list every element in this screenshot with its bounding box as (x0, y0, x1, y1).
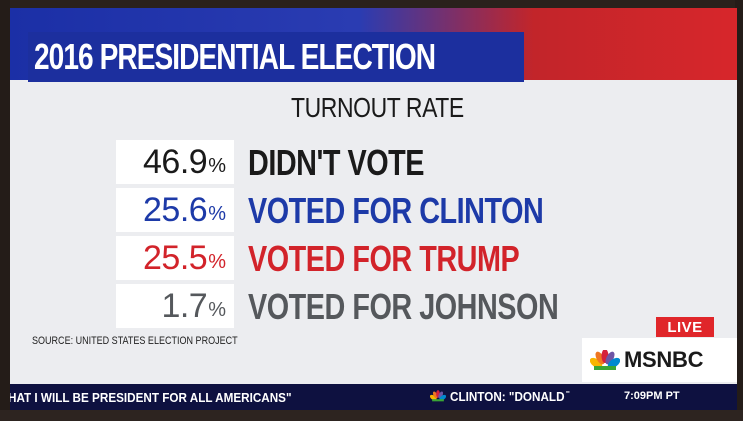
ticker-text-right: CLINTON: "DONALD ̄ (450, 389, 568, 404)
percent-symbol: % (208, 202, 226, 225)
ticker-peacock-icon (430, 390, 446, 402)
row-trump: 25.5% VOTED FOR TRUMP (10, 236, 737, 280)
percent-box: 25.6% (116, 188, 234, 232)
row-clinton: 25.6% VOTED FOR CLINTON (10, 188, 737, 232)
percent-value: 25.5 (143, 238, 208, 277)
percent-symbol: % (208, 154, 226, 177)
ticker-text-left: HAT I WILL BE PRESIDENT FOR ALL AMERICAN… (10, 389, 292, 405)
tv-bezel-top (0, 0, 743, 10)
row-label: VOTED FOR JOHNSON (248, 286, 559, 327)
network-logo: MSNBC (582, 338, 737, 382)
broadcast-screen: 2016 PRESIDENTIAL ELECTION TURNOUT RATE … (10, 8, 737, 386)
percent-box: 1.7% (116, 284, 234, 328)
peacock-icon (590, 350, 620, 370)
percent-box: 25.5% (116, 236, 234, 280)
news-ticker: HAT I WILL BE PRESIDENT FOR ALL AMERICAN… (10, 384, 737, 410)
percent-value: 25.6 (143, 190, 208, 229)
ticker-time: 7:09PM PT (624, 390, 680, 402)
graphic-subtitle: TURNOUT RATE (291, 92, 464, 123)
live-badge: LIVE (656, 317, 714, 337)
graphic-title: 2016 PRESIDENTIAL ELECTION (34, 36, 436, 77)
percent-value: 46.9 (143, 142, 208, 181)
percent-symbol: % (208, 298, 226, 321)
row-label: VOTED FOR TRUMP (248, 238, 520, 279)
tv-bezel-bottom (0, 410, 743, 421)
percent-box: 46.9% (116, 140, 234, 184)
tv-bezel-right (735, 0, 743, 421)
row-didnt-vote: 46.9% DIDN'T VOTE (10, 140, 737, 184)
row-johnson: 1.7% VOTED FOR JOHNSON (10, 284, 737, 328)
tv-bezel-left (0, 0, 10, 421)
title-box: 2016 PRESIDENTIAL ELECTION (28, 32, 524, 82)
source-credit: SOURCE: UNITED STATES ELECTION PROJECT (32, 335, 238, 347)
network-name: MSNBC (624, 347, 704, 372)
row-label: DIDN'T VOTE (248, 142, 424, 183)
row-label: VOTED FOR CLINTON (248, 190, 544, 231)
percent-value: 1.7 (161, 286, 208, 325)
percent-symbol: % (208, 250, 226, 273)
